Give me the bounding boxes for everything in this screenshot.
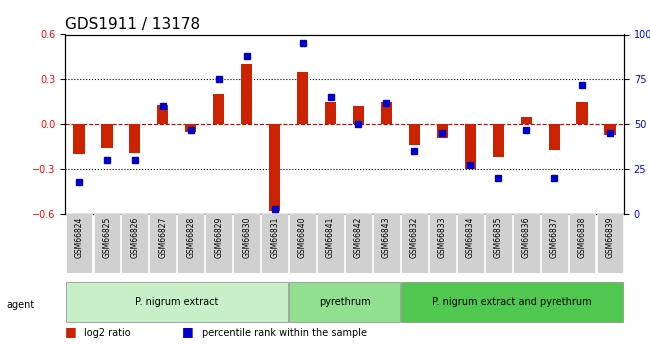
Text: GSM66829: GSM66829 — [214, 217, 223, 258]
FancyBboxPatch shape — [373, 214, 400, 273]
Text: GSM66835: GSM66835 — [494, 217, 502, 258]
Text: GSM66837: GSM66837 — [550, 217, 558, 258]
Text: GSM66824: GSM66824 — [75, 217, 83, 258]
FancyBboxPatch shape — [233, 214, 260, 273]
FancyBboxPatch shape — [289, 214, 316, 273]
Bar — [465, 124, 476, 169]
FancyBboxPatch shape — [569, 214, 595, 273]
Text: GSM66830: GSM66830 — [242, 217, 251, 258]
Text: GSM66839: GSM66839 — [606, 217, 614, 258]
Bar — [493, 124, 504, 157]
Text: GSM66834: GSM66834 — [466, 217, 474, 258]
Text: ■: ■ — [65, 325, 77, 338]
Bar — [129, 124, 140, 152]
Bar — [73, 124, 84, 154]
Text: GSM66842: GSM66842 — [354, 217, 363, 258]
FancyBboxPatch shape — [150, 214, 176, 273]
Text: GSM66838: GSM66838 — [578, 217, 586, 258]
Text: GSM66836: GSM66836 — [522, 217, 530, 258]
FancyBboxPatch shape — [541, 214, 567, 273]
Bar — [297, 72, 308, 124]
FancyBboxPatch shape — [177, 214, 204, 273]
Text: agent: agent — [6, 300, 34, 310]
Bar — [269, 124, 280, 211]
Bar — [325, 102, 336, 124]
Text: GSM66826: GSM66826 — [131, 217, 139, 258]
FancyBboxPatch shape — [289, 282, 400, 322]
FancyBboxPatch shape — [485, 214, 512, 273]
FancyBboxPatch shape — [261, 214, 288, 273]
Text: GSM66828: GSM66828 — [187, 217, 195, 258]
FancyBboxPatch shape — [122, 214, 148, 273]
FancyBboxPatch shape — [597, 214, 623, 273]
Bar — [521, 117, 532, 124]
FancyBboxPatch shape — [345, 214, 372, 273]
FancyBboxPatch shape — [66, 214, 92, 273]
Text: GSM66831: GSM66831 — [270, 217, 279, 258]
Text: P. nigrum extract: P. nigrum extract — [135, 297, 218, 307]
Bar — [185, 124, 196, 132]
FancyBboxPatch shape — [429, 214, 456, 273]
Text: GSM66827: GSM66827 — [159, 217, 167, 258]
Text: ■: ■ — [182, 325, 194, 338]
Bar — [101, 124, 112, 148]
Text: GSM66840: GSM66840 — [298, 217, 307, 258]
Bar — [577, 102, 588, 124]
FancyBboxPatch shape — [317, 214, 344, 273]
Bar — [353, 106, 364, 124]
FancyBboxPatch shape — [205, 214, 232, 273]
Bar — [604, 124, 616, 135]
Text: P. nigrum extract and pyrethrum: P. nigrum extract and pyrethrum — [432, 297, 592, 307]
Bar — [409, 124, 420, 145]
Bar — [157, 105, 168, 124]
Text: GSM66843: GSM66843 — [382, 217, 391, 258]
Text: percentile rank within the sample: percentile rank within the sample — [202, 328, 367, 338]
Bar — [241, 65, 252, 124]
Bar — [381, 102, 392, 124]
FancyBboxPatch shape — [94, 214, 120, 273]
Text: GSM66841: GSM66841 — [326, 217, 335, 258]
Text: GDS1911 / 13178: GDS1911 / 13178 — [65, 17, 200, 32]
Text: pyrethrum: pyrethrum — [318, 297, 370, 307]
Text: log2 ratio: log2 ratio — [84, 328, 131, 338]
Text: GSM66832: GSM66832 — [410, 217, 419, 258]
FancyBboxPatch shape — [66, 282, 288, 322]
Bar — [549, 124, 560, 150]
Text: GSM66833: GSM66833 — [438, 217, 447, 258]
Bar — [437, 124, 448, 138]
FancyBboxPatch shape — [401, 282, 623, 322]
Text: GSM66825: GSM66825 — [103, 217, 111, 258]
FancyBboxPatch shape — [513, 214, 540, 273]
FancyBboxPatch shape — [401, 214, 428, 273]
FancyBboxPatch shape — [457, 214, 484, 273]
Bar — [213, 94, 224, 124]
